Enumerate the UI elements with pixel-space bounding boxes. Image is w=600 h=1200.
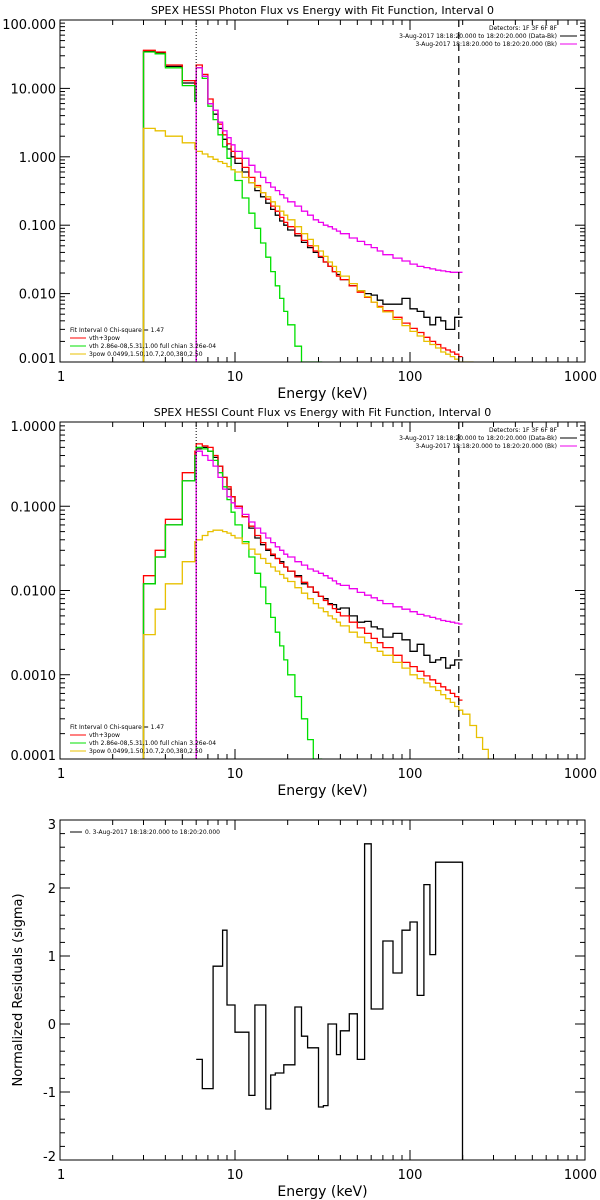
photon-chart: SPEX HESSI Photon Flux vs Energy with Fi… <box>2 4 597 402</box>
count-legend-top-entry: 3-Aug-2017 18:18:20.000 to 18:20:20.000 … <box>399 435 557 442</box>
count-legend-bottom-entry: Fit Interval 0 Chi-square = 1.47 <box>70 724 164 731</box>
count-legend-bottom-entry: 3pow 0.0499,1.50,10.7,2.00,380,2.50 <box>89 748 203 755</box>
residuals-y-axis-label: Normalized Residuals (sigma) <box>11 893 26 1086</box>
y-tick-label: 0 <box>48 1018 56 1033</box>
photon-legend-top-entry: Detectors: 1F 3F 6F 8F <box>489 25 558 32</box>
count-plot-frame <box>59 421 586 760</box>
residuals-legend-entry: 0. 3-Aug-2017 18:18:20.000 to 18:20:20.0… <box>85 829 220 836</box>
count-chart: SPEX HESSI Count Flux vs Energy with Fit… <box>11 406 598 799</box>
y-tick-label: 0.010 <box>19 288 56 303</box>
y-tick-label: 0.100 <box>19 219 56 234</box>
y-tick-label: 0.1000 <box>11 500 57 515</box>
y-tick-label: 2 <box>48 882 56 897</box>
count-series-thermal <box>142 446 323 759</box>
count-legend-bottom-entry: vth 2.86e-08,5.31,1.00 full chian 3.26e-… <box>89 740 216 747</box>
photon-series-total <box>142 49 463 362</box>
count-series-total <box>142 443 463 759</box>
count-series-background <box>195 450 463 759</box>
photon-series-powerlaw <box>142 127 474 362</box>
y-tick-label: 0.0100 <box>11 585 57 600</box>
residuals-chart: 1 10 100 1000 -2 -1 0 1 2 3 Energy (keV) Normalized… <box>11 818 597 1200</box>
photon-legend-bottom-entry: 3pow 0.0499,1.50,10.7,2.00,380,2.50 <box>89 351 203 358</box>
count-title: SPEX HESSI Count Flux vs Energy with Fit… <box>154 406 491 419</box>
x-tick-label: 1000 <box>564 370 597 385</box>
photon-legend-top-entry: 3-Aug-2017 18:18:20.000 to 18:20:20.000 … <box>399 33 557 40</box>
count-x-axis-label: Energy (keV) <box>277 783 367 799</box>
x-tick-label: 1000 <box>564 767 597 782</box>
x-tick-label: 1 <box>57 767 65 782</box>
y-tick-label: 1.000 <box>19 151 56 166</box>
y-tick-label: 0.0010 <box>11 669 57 684</box>
x-tick-label: 1 <box>57 370 65 385</box>
y-tick-label: 1 <box>48 950 56 965</box>
photon-title: SPEX HESSI Photon Flux vs Energy with Fi… <box>151 4 494 17</box>
x-tick-label: 1 <box>57 1168 65 1183</box>
y-tick-label: -1 <box>43 1086 56 1101</box>
photon-series-background <box>195 67 463 362</box>
x-tick-label: 10 <box>227 1168 244 1183</box>
photon-series-group <box>142 49 474 362</box>
x-tick-label: 10 <box>227 767 244 782</box>
y-tick-label: -2 <box>43 1150 56 1165</box>
photon-x-axis-label: Energy (keV) <box>277 386 367 402</box>
y-tick-label: 100.000 <box>2 18 56 33</box>
photon-series-data <box>142 50 463 362</box>
x-tick-label: 1000 <box>564 1168 597 1183</box>
photon-legend-bottom-entry: Fit Interval 0 Chi-square = 1.47 <box>70 327 164 334</box>
y-tick-label: 0.001 <box>19 352 56 367</box>
residuals-x-axis-label: Energy (keV) <box>277 1184 367 1200</box>
residuals-series-data <box>196 843 464 1160</box>
count-legend-top-entry: Detectors: 1F 3F 6F 8F <box>489 427 558 434</box>
photon-legend-bottom-entry: vth 2.86e-08,5.31,1.00 full chian 3.26e-… <box>89 343 216 350</box>
photon-series-thermal <box>142 51 323 362</box>
count-series-powerlaw <box>142 529 492 759</box>
x-tick-label: 100 <box>398 370 423 385</box>
count-series-data <box>142 446 463 759</box>
count-legend-top-entry: 3-Aug-2017 18:18:20.000 to 18:20:20.000 … <box>415 443 557 450</box>
y-tick-label: 0.0001 <box>11 749 57 764</box>
y-tick-label: 3 <box>48 818 56 833</box>
photon-legend-bottom-entry: vth+3pow <box>89 335 120 342</box>
x-tick-label: 100 <box>398 1168 423 1183</box>
photon-legend-top-entry: 3-Aug-2017 18:18:20.000 to 18:20:20.000 … <box>415 41 557 48</box>
residuals-plot-frame <box>59 819 586 1161</box>
photon-plot-frame <box>59 19 586 363</box>
x-tick-label: 100 <box>398 767 423 782</box>
x-tick-label: 10 <box>227 370 244 385</box>
y-tick-label: 10.000 <box>11 82 57 97</box>
count-legend-bottom-entry: vth+3pow <box>89 732 120 739</box>
y-tick-label: 1.0000 <box>11 420 57 435</box>
residuals-series-group <box>196 843 464 1160</box>
count-series-group <box>142 443 492 759</box>
